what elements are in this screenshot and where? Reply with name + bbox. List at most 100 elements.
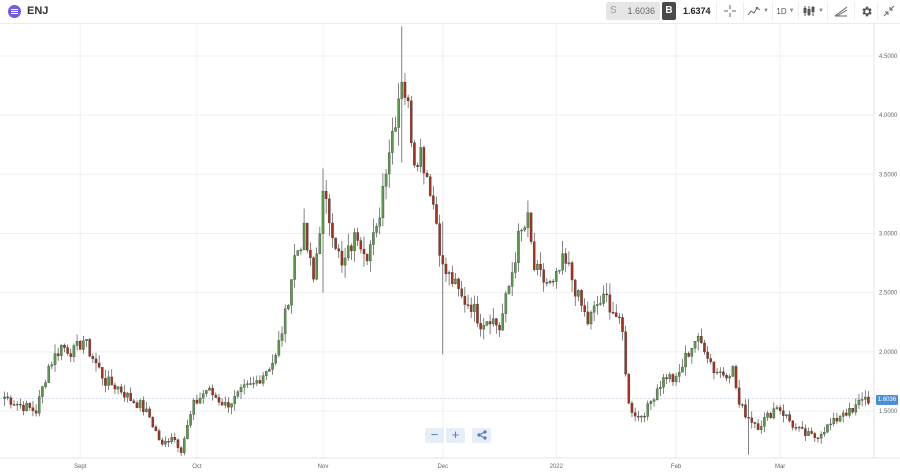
candle[interactable] [652, 397, 656, 407]
candle[interactable] [9, 395, 13, 409]
candle[interactable] [167, 438, 170, 448]
buy-price[interactable]: 1.6374 [683, 6, 711, 16]
candle[interactable] [860, 392, 864, 407]
candle[interactable] [387, 139, 391, 188]
candle[interactable] [797, 425, 801, 432]
candle[interactable] [545, 278, 549, 287]
candle[interactable] [255, 375, 259, 387]
candle[interactable] [700, 328, 703, 344]
candle[interactable] [3, 391, 6, 407]
candle[interactable] [491, 308, 495, 327]
candle[interactable] [551, 278, 555, 287]
candle[interactable] [747, 399, 750, 455]
candle[interactable] [302, 208, 306, 251]
candle[interactable] [759, 420, 763, 435]
candle[interactable] [548, 279, 552, 285]
candle[interactable] [794, 423, 798, 431]
candle[interactable] [605, 282, 609, 303]
candle[interactable] [419, 138, 422, 173]
candle[interactable] [110, 369, 114, 386]
candle[interactable] [318, 226, 322, 255]
candle[interactable] [378, 207, 382, 235]
candle[interactable] [567, 251, 571, 267]
candle[interactable] [15, 401, 19, 411]
candle[interactable] [586, 301, 590, 326]
candle[interactable] [848, 402, 851, 418]
candle[interactable] [510, 261, 514, 297]
candle[interactable] [183, 436, 186, 456]
candle[interactable] [157, 428, 161, 441]
candle[interactable] [741, 403, 744, 409]
candle[interactable] [621, 313, 624, 341]
candle[interactable] [22, 401, 25, 416]
candle[interactable] [744, 399, 747, 420]
candle[interactable] [807, 427, 810, 436]
candle[interactable] [145, 402, 148, 413]
candle[interactable] [485, 321, 489, 327]
candle[interactable] [135, 400, 139, 409]
candle[interactable] [372, 218, 375, 256]
candle[interactable] [555, 267, 558, 289]
candle[interactable] [211, 384, 214, 401]
candle[interactable] [693, 340, 697, 353]
candle[interactable] [25, 400, 28, 412]
candle[interactable] [321, 168, 325, 293]
candle[interactable] [28, 402, 32, 411]
candle[interactable] [406, 94, 410, 108]
candle[interactable] [186, 419, 189, 440]
candle[interactable] [78, 340, 82, 350]
candle[interactable] [684, 345, 687, 376]
candle[interactable] [791, 419, 795, 431]
candle[interactable] [788, 410, 791, 423]
candle[interactable] [829, 417, 832, 431]
candle[interactable] [72, 343, 76, 363]
candle[interactable] [19, 398, 22, 409]
candle[interactable] [151, 416, 155, 428]
candle[interactable] [104, 369, 107, 393]
candle[interactable] [678, 364, 681, 383]
candle[interactable] [441, 221, 445, 355]
candle[interactable] [608, 283, 612, 320]
candle[interactable] [138, 398, 142, 412]
candle[interactable] [696, 333, 700, 351]
candle[interactable] [346, 233, 350, 261]
candle[interactable] [179, 446, 183, 456]
candle[interactable] [400, 26, 404, 163]
candle[interactable] [34, 404, 38, 417]
candle[interactable] [97, 355, 101, 369]
candle[interactable] [198, 392, 202, 404]
candle[interactable] [772, 402, 776, 420]
candle[interactable] [712, 361, 716, 380]
candle[interactable] [633, 407, 637, 422]
candle[interactable] [365, 253, 369, 266]
candle[interactable] [239, 384, 243, 399]
candle[interactable] [810, 427, 813, 435]
candle[interactable] [602, 285, 605, 307]
candle[interactable] [624, 325, 627, 377]
candle[interactable] [526, 200, 530, 238]
candle[interactable] [435, 196, 438, 225]
candle[interactable] [444, 257, 448, 282]
candle[interactable] [731, 365, 735, 377]
candle[interactable] [369, 240, 372, 272]
candle[interactable] [460, 280, 463, 299]
candle[interactable] [469, 297, 473, 319]
candle[interactable] [614, 304, 618, 318]
candle[interactable] [750, 411, 754, 429]
candle[interactable] [592, 301, 596, 322]
candle[interactable] [864, 390, 867, 406]
candle[interactable] [94, 352, 98, 372]
candle[interactable] [227, 397, 230, 413]
candle[interactable] [422, 145, 426, 185]
candle[interactable] [403, 73, 407, 106]
candle[interactable] [148, 406, 151, 418]
candle[interactable] [671, 372, 675, 386]
candle[interactable] [570, 260, 574, 292]
candle[interactable] [233, 389, 236, 411]
candle[interactable] [101, 367, 104, 386]
candle[interactable] [778, 405, 782, 415]
candle[interactable] [343, 247, 347, 278]
candle[interactable] [236, 390, 240, 399]
candle[interactable] [391, 117, 394, 165]
candle[interactable] [703, 339, 706, 355]
